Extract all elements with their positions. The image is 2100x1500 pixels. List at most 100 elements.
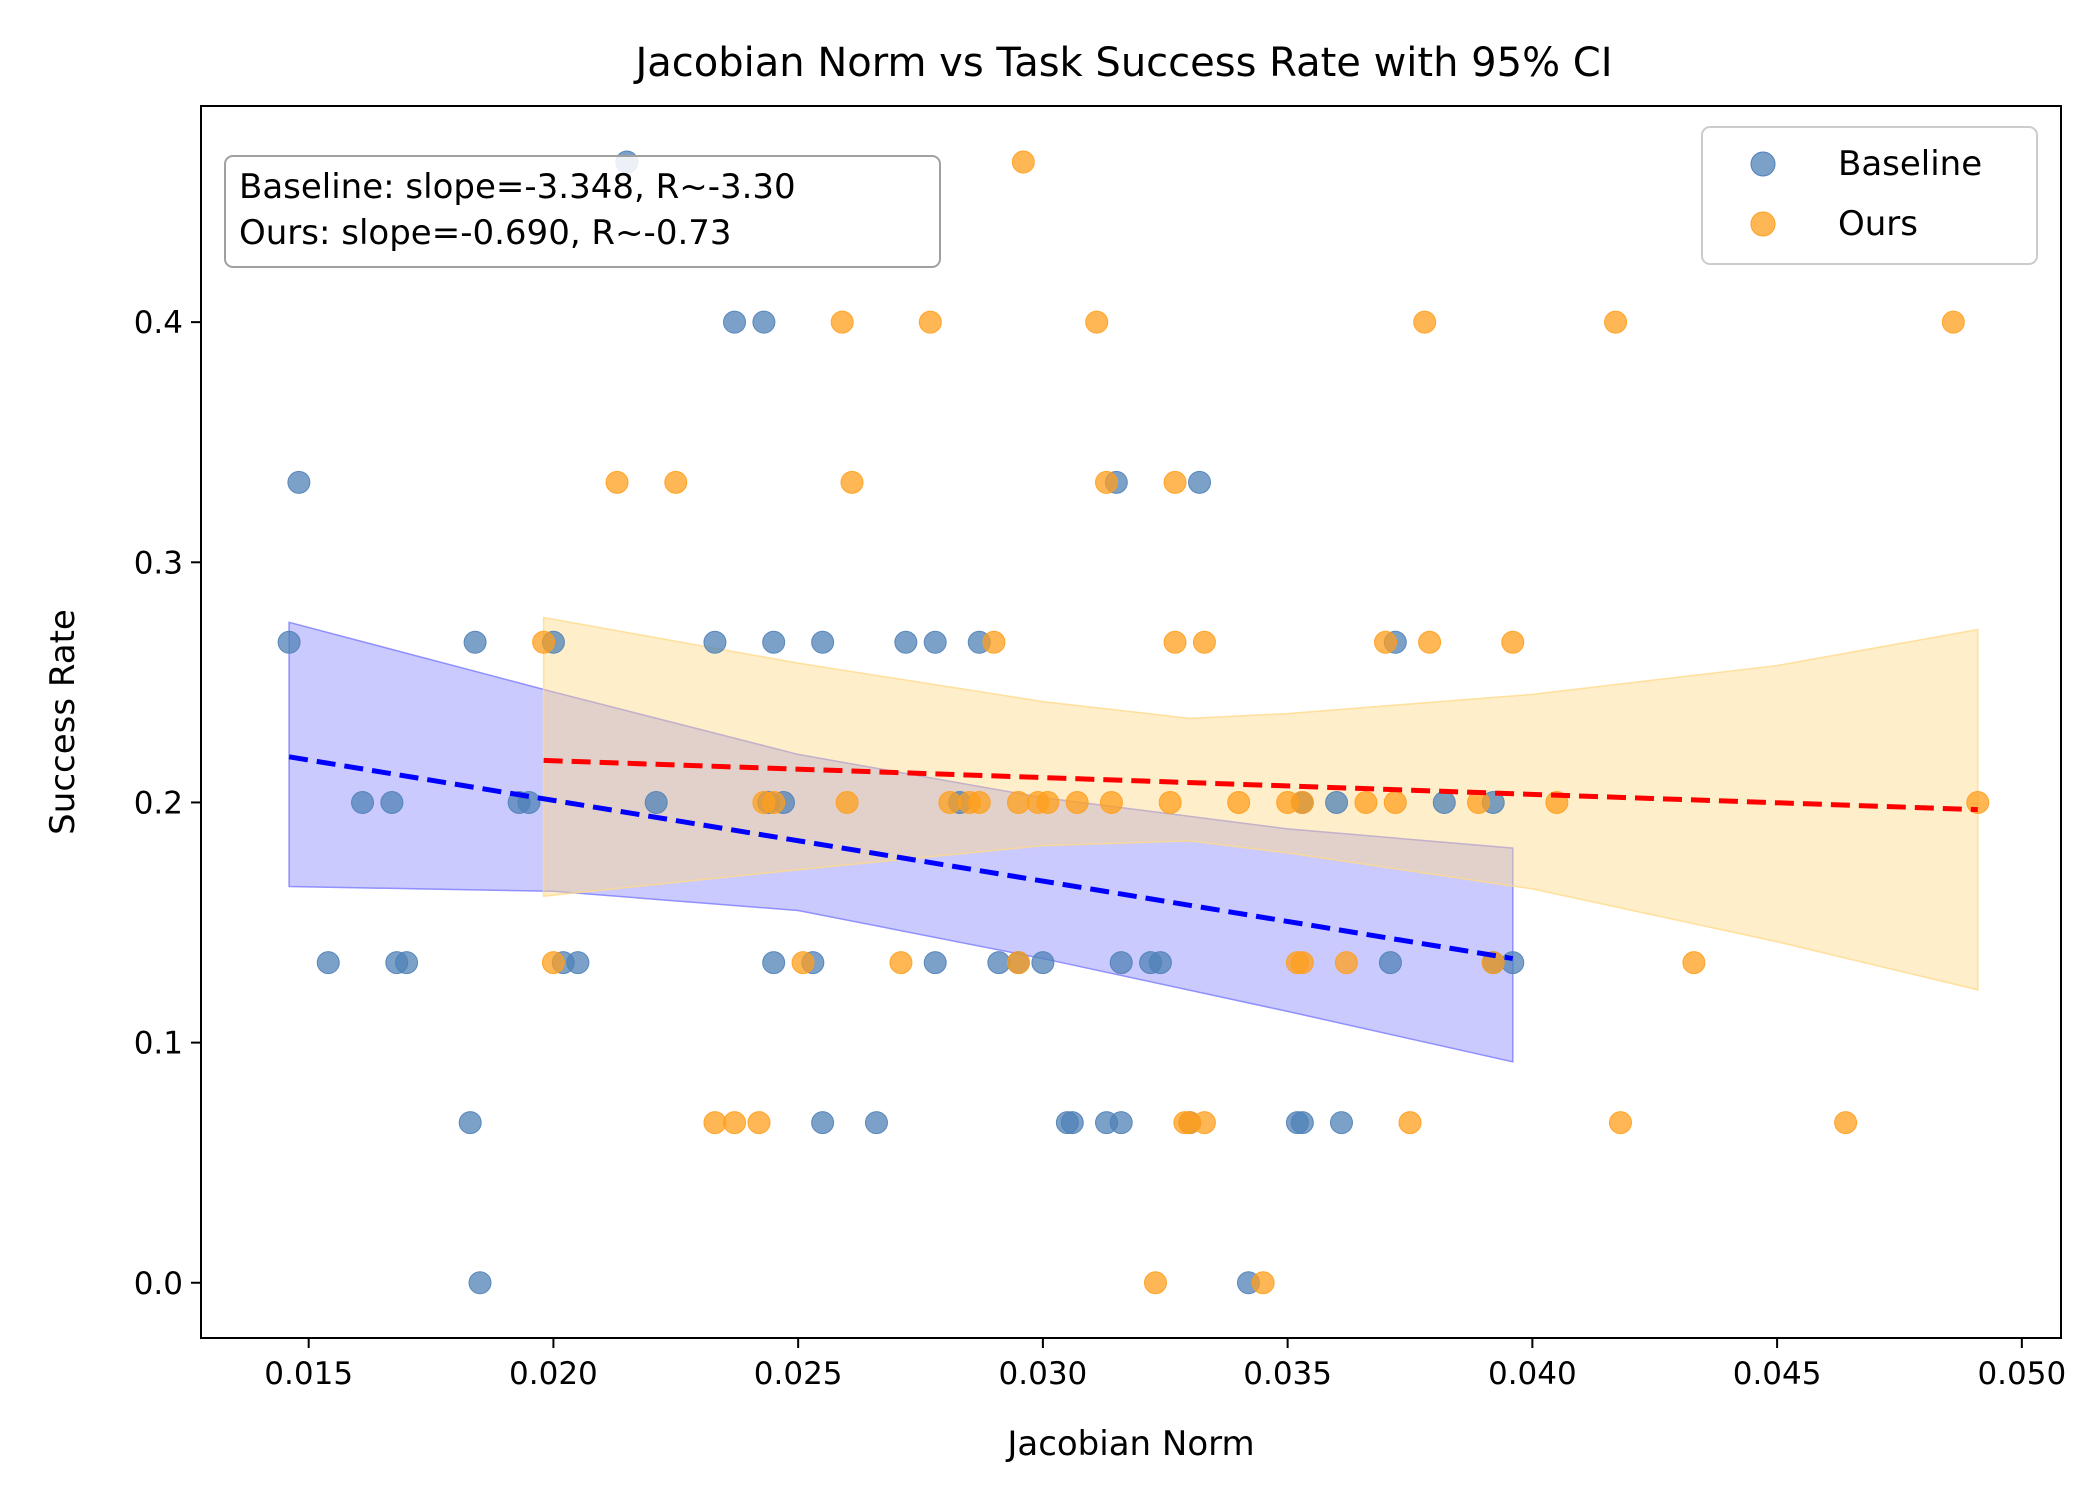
point-baseline [762,630,786,654]
point-ours [1163,470,1187,494]
stats-annotation: Baseline: slope=-3.348, R~-3.30 Ours: sl… [224,155,941,268]
point-baseline [752,310,776,334]
point-baseline [1188,470,1212,494]
x-tick-label: 0.035 [1243,1356,1332,1392]
legend-marker-baseline [1750,151,1776,177]
point-ours [1158,790,1182,814]
point-baseline [811,630,835,654]
point-ours [1290,790,1314,814]
fit-line-ours [543,757,1978,813]
point-ours [723,1111,747,1135]
y-tick-label: 0.1 [134,1026,183,1062]
plot-frame [200,105,2062,1339]
point-ours [1398,1111,1422,1135]
x-tick-label: 0.050 [1977,1356,2066,1392]
point-baseline [1148,951,1172,975]
point-baseline [351,790,375,814]
point-ours [1192,630,1216,654]
point-ours [938,790,962,814]
point-ours [1143,1271,1167,1295]
point-ours [1227,790,1251,814]
point-baseline [1432,790,1456,814]
point-baseline [811,1111,835,1135]
y-tick-label: 0.3 [134,545,183,581]
point-ours [967,790,991,814]
point-baseline [380,790,404,814]
point-ours [791,951,815,975]
x-tick-label: 0.040 [1488,1356,1577,1392]
point-ours [1682,951,1706,975]
ci-band-baseline [288,621,1514,1063]
y-axis-label: Success Rate [43,609,83,835]
point-ours [1374,630,1398,654]
x-tick-label: 0.025 [754,1356,843,1392]
point-ours [1251,1271,1275,1295]
point-baseline [287,470,311,494]
point-baseline [277,630,301,654]
legend: Baseline Ours [1701,126,2038,265]
point-ours [1966,790,1990,814]
point-ours [889,951,913,975]
point-ours [1413,310,1437,334]
x-axis-label: Jacobian Norm [1005,1424,1254,1464]
legend-label-ours: Ours [1838,204,1918,244]
point-ours [703,1111,727,1135]
point-baseline [1378,951,1402,975]
point-ours [1941,310,1965,334]
point-ours [1501,630,1525,654]
point-ours [830,310,854,334]
ci-band-ours [542,616,1979,991]
x-tick-label: 0.045 [1733,1356,1822,1392]
point-ours [605,470,629,494]
x-tick-label: 0.020 [509,1356,598,1392]
point-ours [1065,790,1089,814]
point-ours [1099,790,1123,814]
point-ours [918,310,942,334]
point-baseline [894,630,918,654]
annotation-line-ours: Ours: slope=-0.690, R~-0.73 [239,213,732,253]
legend-label-baseline: Baseline [1838,144,1982,184]
point-baseline [463,630,487,654]
annotation-line-baseline: Baseline: slope=-3.348, R~-3.30 [239,167,796,207]
point-baseline [644,790,668,814]
legend-marker-ours [1750,211,1776,237]
point-baseline [468,1271,492,1295]
point-ours [1085,310,1109,334]
point-baseline [923,951,947,975]
point-baseline [1109,951,1133,975]
point-baseline [1031,951,1055,975]
point-baseline [864,1111,888,1135]
point-baseline [395,951,419,975]
point-baseline [316,951,340,975]
series-ours [532,150,1990,1295]
point-baseline [566,951,590,975]
point-ours [541,951,565,975]
point-baseline [1060,1111,1084,1135]
point-ours [835,790,859,814]
point-baseline [723,310,747,334]
point-ours [840,470,864,494]
axis-ticks: 0.015 0.020 0.025 0.030 0.035 0.040 0.045 0.050… [134,305,2067,1392]
y-tick-label: 0.0 [134,1266,183,1302]
x-tick-label: 0.030 [999,1356,1088,1392]
point-baseline [1325,790,1349,814]
legend-box [1701,126,2038,265]
point-baseline [703,630,727,654]
point-ours [664,470,688,494]
plot-area [277,150,1990,1295]
point-ours [1383,790,1407,814]
point-baseline [1290,1111,1314,1135]
point-ours [1608,1111,1632,1135]
point-ours [1163,630,1187,654]
point-ours [1354,790,1378,814]
fit-line-baseline [288,754,1514,962]
point-ours [1334,951,1358,975]
point-ours [1011,150,1035,174]
point-ours [1006,790,1030,814]
point-baseline [1329,1111,1353,1135]
point-ours [1418,630,1442,654]
point-ours [1290,951,1314,975]
point-ours [532,630,556,654]
point-ours [1095,470,1119,494]
